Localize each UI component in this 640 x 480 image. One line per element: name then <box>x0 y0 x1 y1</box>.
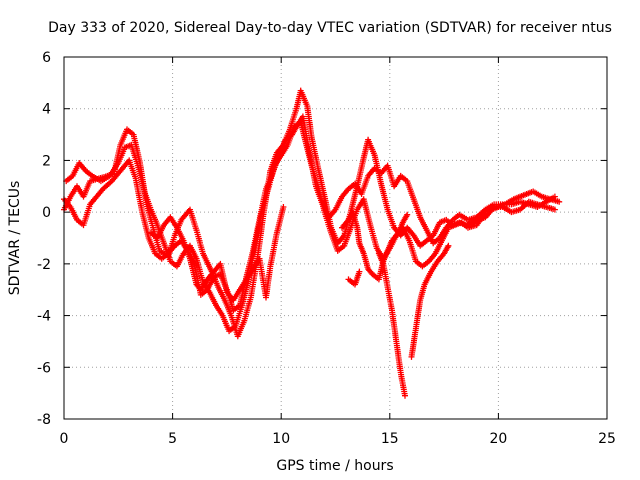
x-tick-label: 10 <box>272 431 290 447</box>
y-axis-label: SDTVAR / TECUs <box>7 181 23 296</box>
x-tick-label: 20 <box>489 431 507 447</box>
plot-frame <box>63 56 608 420</box>
y-tick-label: 2 <box>42 153 51 169</box>
y-tick-label: -4 <box>37 309 51 325</box>
series-track-8 <box>345 268 363 288</box>
data-markers <box>408 242 452 360</box>
x-axis-label: GPS time / hours <box>276 458 393 474</box>
chart-title: Day 333 of 2020, Sidereal Day-to-day VTE… <box>48 20 612 36</box>
x-tick-label: 15 <box>381 431 399 447</box>
series-track-4 <box>147 204 287 304</box>
series-track-7 <box>408 242 452 360</box>
data-points <box>61 87 563 399</box>
x-tick-label: 5 <box>168 431 177 447</box>
y-tick-label: -6 <box>37 360 51 376</box>
y-tick-label: 6 <box>42 50 51 66</box>
y-tick-label: -2 <box>37 257 51 273</box>
y-tick-label: 4 <box>42 102 51 118</box>
data-markers <box>147 204 287 304</box>
x-tick-label: 25 <box>598 431 616 447</box>
series-track-6 <box>375 250 408 399</box>
y-tick-label: 0 <box>42 205 51 221</box>
data-markers <box>345 268 363 288</box>
data-markers <box>375 250 408 399</box>
y-tick-label: -8 <box>37 412 51 428</box>
x-tick-label: 0 <box>60 431 69 447</box>
axis-ticks: 0 5 10 15 20 25 -8 -6 -4 -2 0 2 4 6 <box>37 50 616 447</box>
